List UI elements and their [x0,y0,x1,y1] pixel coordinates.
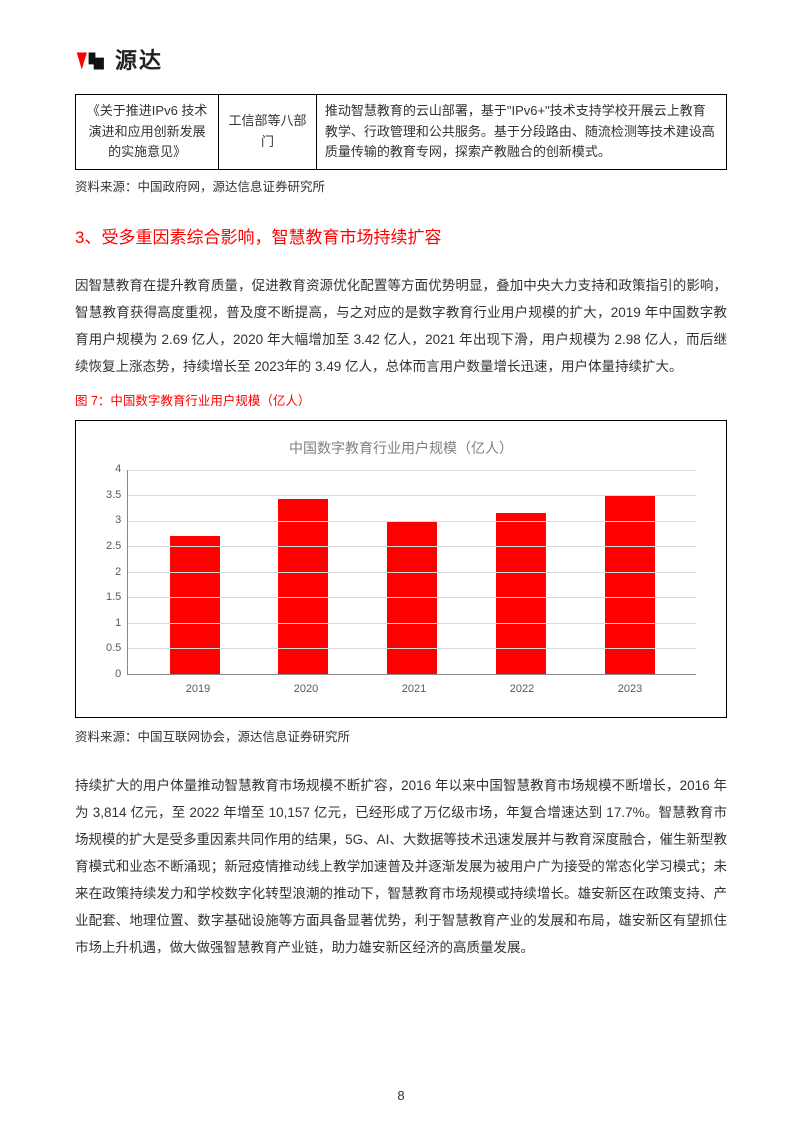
chart-gridline [128,572,696,573]
chart-gridline [128,648,696,649]
chart-x-axis: 2019 2020 2021 2022 2023 [132,675,696,700]
chart-x-tick: 2019 [173,679,223,700]
figure-7-caption: 图 7：中国数字教育行业用户规模（亿人） [75,390,727,414]
logo: 源达 [75,40,727,82]
chart-container: 中国数字教育行业用户规模（亿人） 43.532.521.510.50 20192… [75,420,727,718]
chart-title: 中国数字教育行业用户规模（亿人） [106,435,696,462]
chart-gridline [128,623,696,624]
body-paragraph-1: 因智慧教育在提升教育质量，促进教育资源优化配置等方面优势明显，叠加中央大力支持和… [75,272,727,380]
logo-text: 源达 [115,40,163,82]
policy-table: 《关于推进IPv6 技术演进和应用创新发展的实施意见》 工信部等八部门 推动智慧… [75,94,727,170]
body-paragraph-2: 持续扩大的用户体量推动智慧教育市场规模不断扩容，2016 年以来中国智慧教育市场… [75,772,727,961]
chart-y-axis: 43.532.521.510.50 [106,470,127,675]
table-source: 资料来源：中国政府网，源达信息证券研究所 [75,176,727,200]
policy-title-cell: 《关于推进IPv6 技术演进和应用创新发展的实施意见》 [76,94,219,169]
chart-x-tick: 2020 [281,679,331,700]
chart-x-tick: 2022 [497,679,547,700]
logo-mark-icon [75,49,109,73]
chart-source: 资料来源：中国互联网协会，源达信息证券研究所 [75,726,727,750]
chart-bar [496,513,546,674]
chart-bar [170,536,220,673]
chart-gridline [128,495,696,496]
chart-inner: 中国数字教育行业用户规模（亿人） 43.532.521.510.50 20192… [106,435,696,699]
chart-gridline [128,470,696,471]
chart-bar [605,496,655,674]
table-row: 《关于推进IPv6 技术演进和应用创新发展的实施意见》 工信部等八部门 推动智慧… [76,94,727,169]
chart-x-tick: 2023 [605,679,655,700]
chart-gridline [128,521,696,522]
chart-plot-area: 43.532.521.510.50 [106,470,696,675]
policy-desc-cell: 推动智慧教育的云山部署，基于"IPv6+"技术支持学校开展云上教育教学、行政管理… [316,94,726,169]
section-heading: 3、受多重因素综合影响，智慧教育市场持续扩容 [75,222,727,254]
chart-gridline [128,546,696,547]
chart-bars-wrap [127,470,696,675]
chart-gridline [128,597,696,598]
chart-x-tick: 2021 [389,679,439,700]
policy-issuer-cell: 工信部等八部门 [219,94,317,169]
page-number: 8 [0,1084,802,1109]
